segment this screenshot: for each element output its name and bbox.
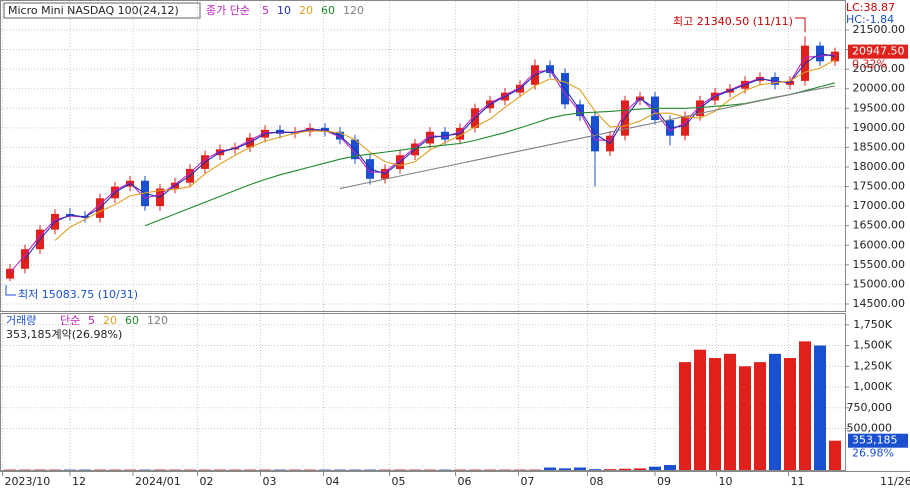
- hc-label: HC:-1.84: [846, 13, 894, 26]
- high-annotation: 최고 21340.50 (11/11): [673, 15, 793, 28]
- legend-entry: 5: [88, 314, 95, 327]
- high-arrow: [795, 17, 806, 33]
- chart-title: Micro Mini NASDAQ 100(24,12): [8, 4, 179, 17]
- y-tick-label: 17500.00: [853, 180, 906, 193]
- x-tick-label: 12: [72, 475, 86, 488]
- volume-bar: [828, 440, 841, 470]
- y-tick-label: 750,000: [847, 401, 893, 414]
- y-tick-label: 16000.00: [853, 238, 906, 251]
- y-tick-label: 16500.00: [853, 219, 906, 232]
- last-price-box: [848, 44, 908, 59]
- y-tick-label: 20000.00: [853, 82, 906, 95]
- volume-bar: [618, 468, 631, 470]
- ma-line: [339, 85, 836, 190]
- legend-entry: 20: [299, 4, 313, 17]
- y-tick-label: 21500.00: [853, 23, 906, 36]
- x-tick-label: 02: [200, 475, 214, 488]
- legend-entry: 5: [262, 4, 269, 17]
- candle-body: [6, 268, 15, 279]
- candle-body: [830, 51, 839, 62]
- volume-bar: [693, 349, 706, 470]
- low-arrow: [5, 285, 16, 296]
- lc-label: LC:38.87: [846, 1, 895, 14]
- x-tick-label: 04: [326, 475, 340, 488]
- volume-bar: [648, 466, 661, 470]
- legend-entry: 20: [103, 314, 117, 327]
- volume-bar: [783, 357, 796, 470]
- ma-line: [24, 52, 836, 260]
- y-tick-label: 14500.00: [853, 297, 906, 310]
- y-tick-label: 1,000K: [853, 380, 892, 393]
- y-tick-label: 19500.00: [853, 101, 906, 114]
- x-tick-label: 08: [589, 475, 603, 488]
- x-tick-label: 05: [392, 475, 406, 488]
- y-tick-label: 1,750K: [853, 318, 892, 331]
- legend-entry: 120: [147, 314, 168, 327]
- y-tick-label: 17000.00: [853, 199, 906, 212]
- y-tick-label: 15000.00: [853, 277, 906, 290]
- legend-entry: 60: [321, 4, 335, 17]
- last-volume: 353,185: [852, 434, 898, 447]
- y-tick-label: 18000.00: [853, 160, 906, 173]
- volume-title: 거래량: [6, 314, 36, 327]
- volume-panel: [0, 313, 846, 471]
- ma-line: [54, 59, 836, 241]
- volume-bar: [738, 366, 751, 470]
- volume-bar: [663, 465, 676, 470]
- ma-method: 종가 단순: [206, 4, 250, 17]
- volume-bar: [723, 353, 736, 470]
- x-tick-label: 2024/01: [135, 475, 181, 488]
- low-annotation: 최저 15083.75 (10/31): [18, 288, 138, 301]
- x-tick-label: 07: [520, 475, 534, 488]
- volume-bar: [558, 468, 571, 470]
- volume-bar: [798, 341, 811, 470]
- y-tick-label: 1,250K: [853, 359, 892, 372]
- x-tick-label: 06: [457, 475, 471, 488]
- last-price: 20947.50: [852, 45, 905, 58]
- volume-bar: [678, 362, 691, 470]
- x-tick-label: 2023/10: [5, 475, 51, 488]
- title-box: [3, 2, 201, 19]
- legend: 5 10 20 60 120: [262, 4, 364, 17]
- x-tick-label: 09: [657, 475, 671, 488]
- volume-bar: [813, 345, 826, 470]
- x-tick-label: 03: [263, 475, 277, 488]
- volume-legend: 5 20 60 120: [88, 314, 168, 327]
- volume-bar: [543, 467, 556, 470]
- legend-entry: 10: [277, 4, 291, 17]
- legend-entry: 120: [343, 4, 364, 17]
- x-tick-label: 11/26: [880, 475, 910, 488]
- volume-bar: [768, 353, 781, 470]
- legend-entry: 60: [125, 314, 139, 327]
- y-tick-label: 19000.00: [853, 121, 906, 134]
- volume-bar: [573, 467, 586, 470]
- volume-bar: [633, 468, 646, 470]
- volume-change: 26.98%: [852, 447, 894, 460]
- ma-line: [144, 82, 836, 227]
- volume-info: 353,185계약(26.98%): [6, 327, 122, 341]
- ma-line: [9, 53, 836, 274]
- y-tick-label: 500,000: [847, 422, 893, 435]
- x-tick-label: 10: [718, 475, 732, 488]
- y-tick-label: 18500.00: [853, 140, 906, 153]
- volume-bar: [708, 357, 721, 470]
- last-volume-box: [848, 433, 908, 448]
- volume-bar: [603, 469, 616, 470]
- volume-bar: [753, 362, 766, 470]
- price-panel: [0, 0, 846, 312]
- volume-bar: [588, 469, 601, 470]
- y-tick-label: 20500.00: [853, 62, 906, 75]
- change: 0.32%: [852, 58, 887, 71]
- x-tick-label: 11: [790, 475, 804, 488]
- y-tick-label: 15500.00: [853, 258, 906, 271]
- y-tick-label: 1,500K: [853, 339, 892, 352]
